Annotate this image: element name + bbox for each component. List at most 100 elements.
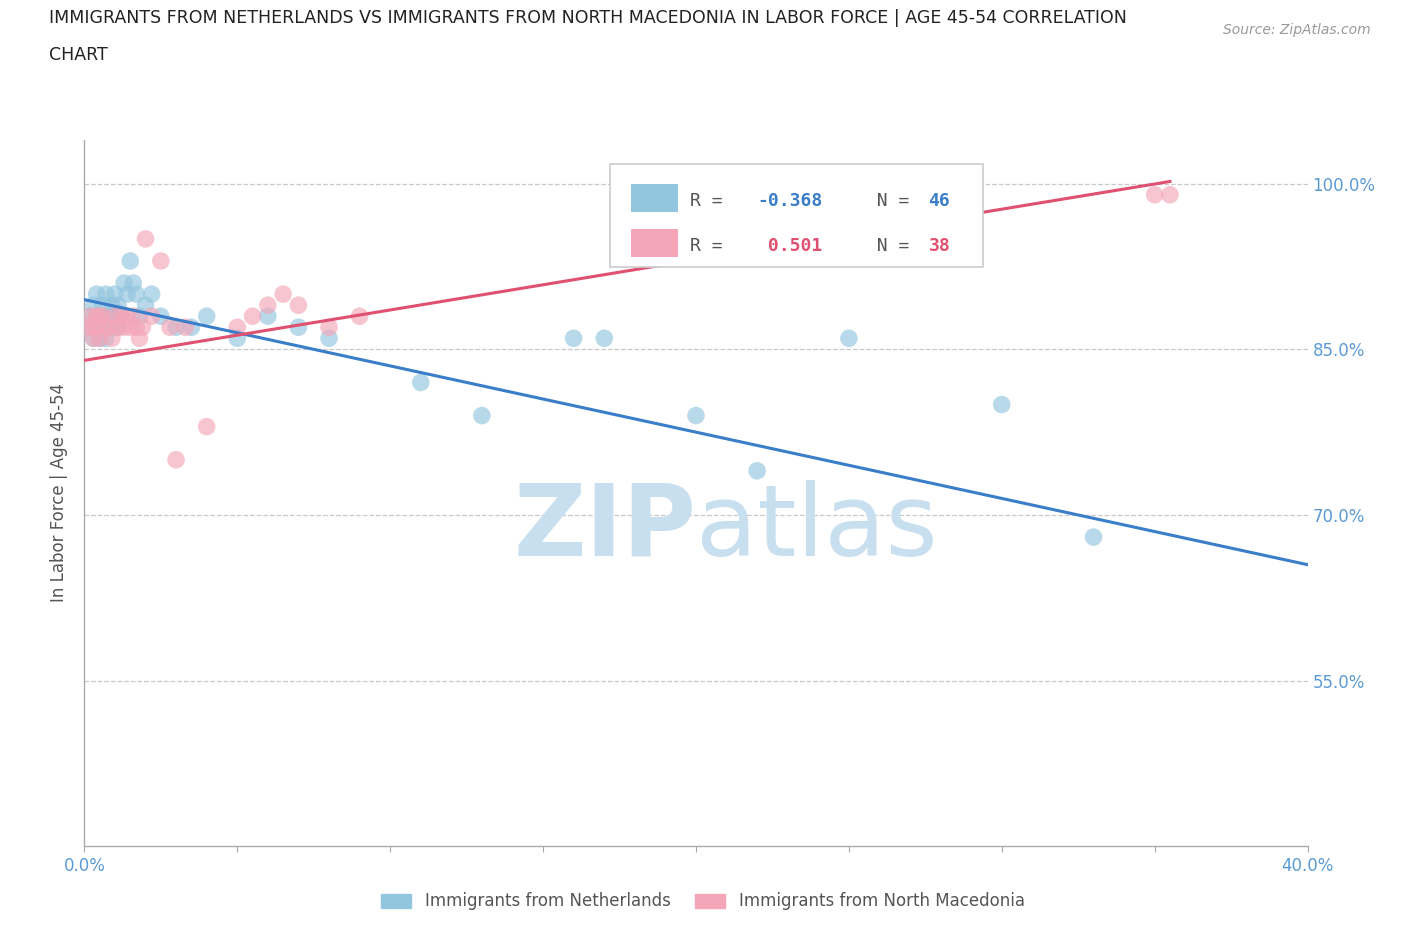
Point	[131, 320, 153, 335]
Point	[165, 452, 187, 467]
Text: Source: ZipAtlas.com: Source: ZipAtlas.com	[1223, 23, 1371, 37]
Point	[226, 320, 249, 335]
Point	[89, 309, 111, 324]
Point	[135, 232, 157, 246]
Point	[838, 331, 860, 346]
Point	[94, 286, 117, 301]
Point	[115, 309, 138, 324]
Point	[122, 309, 145, 324]
Point	[349, 309, 371, 324]
Text: 0.501: 0.501	[758, 237, 823, 255]
Point	[76, 320, 98, 335]
Point	[97, 320, 120, 335]
Point	[159, 320, 181, 335]
Point	[1159, 187, 1181, 202]
Point	[685, 408, 707, 423]
Point	[318, 331, 340, 346]
Point	[97, 320, 120, 335]
Text: 38: 38	[928, 237, 950, 255]
Point	[112, 320, 135, 335]
Point	[242, 309, 264, 324]
Point	[83, 331, 105, 346]
Point	[1083, 530, 1105, 545]
Point	[91, 309, 114, 324]
Point	[76, 320, 98, 335]
Point	[91, 298, 114, 312]
Point	[89, 331, 111, 346]
Point	[195, 309, 218, 324]
Text: N =: N =	[855, 193, 921, 210]
Point	[141, 309, 163, 324]
Point	[112, 275, 135, 290]
Point	[110, 309, 132, 324]
Point	[94, 331, 117, 346]
Point	[180, 320, 202, 335]
Point	[79, 309, 101, 324]
Text: ZIP: ZIP	[513, 480, 696, 577]
Point	[122, 275, 145, 290]
Legend: Immigrants from Netherlands, Immigrants from North Macedonia: Immigrants from Netherlands, Immigrants …	[374, 885, 1032, 917]
Point	[149, 309, 172, 324]
Point	[86, 309, 108, 324]
Point	[97, 309, 120, 324]
FancyBboxPatch shape	[631, 184, 678, 212]
Point	[86, 320, 108, 335]
Point	[107, 298, 129, 312]
Point	[287, 320, 309, 335]
Point	[86, 320, 108, 335]
Point	[104, 309, 127, 324]
Point	[562, 331, 585, 346]
FancyBboxPatch shape	[631, 229, 678, 258]
Point	[110, 309, 132, 324]
FancyBboxPatch shape	[610, 165, 983, 267]
Point	[120, 320, 142, 335]
Point	[91, 320, 114, 335]
Point	[120, 254, 142, 269]
Point	[226, 331, 249, 346]
Text: R =: R =	[690, 237, 734, 255]
Point	[89, 331, 111, 346]
Point	[107, 320, 129, 335]
Point	[83, 331, 105, 346]
Text: CHART: CHART	[49, 46, 108, 64]
Point	[128, 309, 150, 324]
Point	[115, 286, 138, 301]
Point	[83, 298, 105, 312]
Point	[141, 286, 163, 301]
Point	[257, 298, 280, 312]
Point	[107, 320, 129, 335]
Point	[1143, 187, 1166, 202]
Point	[135, 298, 157, 312]
Point	[104, 286, 127, 301]
Point	[174, 320, 197, 335]
Point	[86, 286, 108, 301]
Point	[471, 408, 494, 423]
Point	[125, 286, 148, 301]
Point	[165, 320, 187, 335]
Point	[83, 320, 105, 335]
Point	[287, 298, 309, 312]
Text: IMMIGRANTS FROM NETHERLANDS VS IMMIGRANTS FROM NORTH MACEDONIA IN LABOR FORCE | : IMMIGRANTS FROM NETHERLANDS VS IMMIGRANT…	[49, 9, 1128, 27]
Y-axis label: In Labor Force | Age 45-54: In Labor Force | Age 45-54	[51, 383, 69, 603]
Point	[257, 309, 280, 324]
Point	[101, 298, 124, 312]
Point	[128, 331, 150, 346]
Point	[125, 320, 148, 335]
Point	[89, 309, 111, 324]
Point	[409, 375, 432, 390]
Text: R =: R =	[690, 193, 734, 210]
Point	[149, 254, 172, 269]
Point	[94, 320, 117, 335]
Text: N =: N =	[855, 237, 921, 255]
Point	[195, 419, 218, 434]
Point	[318, 320, 340, 335]
Point	[593, 331, 616, 346]
Point	[991, 397, 1014, 412]
Text: 46: 46	[928, 193, 950, 210]
Point	[101, 331, 124, 346]
Text: -0.368: -0.368	[758, 193, 823, 210]
Text: atlas: atlas	[696, 480, 938, 577]
Point	[104, 309, 127, 324]
Point	[79, 309, 101, 324]
Point	[747, 463, 769, 478]
